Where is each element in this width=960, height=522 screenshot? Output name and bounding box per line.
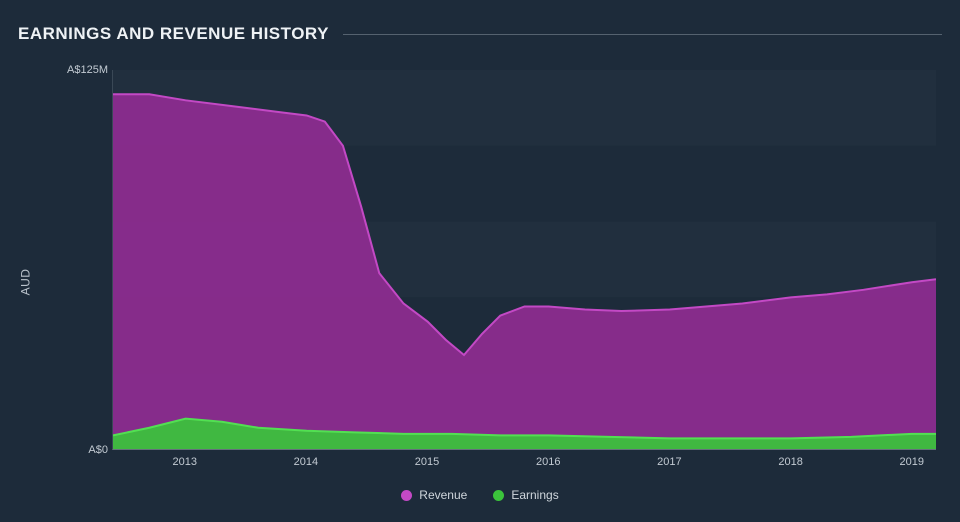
legend-swatch-earnings xyxy=(493,490,504,501)
legend-label-earnings: Earnings xyxy=(511,488,558,502)
legend: Revenue Earnings xyxy=(18,488,942,502)
x-tick-2: 2015 xyxy=(415,456,439,468)
legend-item-earnings: Earnings xyxy=(493,488,558,502)
y-axis-label: AUD xyxy=(18,269,32,296)
y-tick-top: A$125M xyxy=(54,64,108,76)
chart-wrap: AUD A$125M A$0 2013 2014 2015 2016 2017 … xyxy=(18,58,942,506)
area-chart-svg xyxy=(113,70,936,449)
plot-area xyxy=(112,70,936,450)
x-tick-0: 2013 xyxy=(172,456,196,468)
title-row: EARNINGS AND REVENUE HISTORY xyxy=(18,24,942,44)
y-tick-bottom: A$0 xyxy=(54,444,108,456)
chart-title: EARNINGS AND REVENUE HISTORY xyxy=(18,24,329,44)
chart-container: EARNINGS AND REVENUE HISTORY AUD A$125M … xyxy=(0,0,960,522)
x-tick-1: 2014 xyxy=(294,456,318,468)
legend-swatch-revenue xyxy=(401,490,412,501)
legend-item-revenue: Revenue xyxy=(401,488,467,502)
x-tick-4: 2017 xyxy=(657,456,681,468)
title-rule xyxy=(343,34,942,35)
x-tick-5: 2018 xyxy=(778,456,802,468)
legend-label-revenue: Revenue xyxy=(419,488,467,502)
x-tick-6: 2019 xyxy=(900,456,924,468)
x-tick-3: 2016 xyxy=(536,456,560,468)
